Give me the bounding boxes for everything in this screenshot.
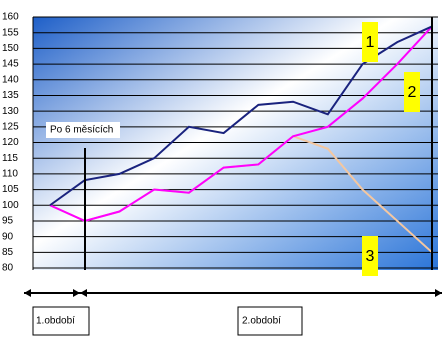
y-tick-label: 120 (2, 137, 19, 148)
annotation: 2 (408, 84, 417, 101)
y-tick-label: 140 (2, 74, 19, 85)
y-tick-label: 115 (2, 153, 18, 164)
y-tick-label: 160 (2, 12, 19, 23)
annotation: 3 (366, 248, 375, 265)
annotation: 1 (366, 34, 375, 51)
period-box (237, 306, 303, 336)
y-tick-label: 95 (2, 216, 14, 227)
y-tick-label: 125 (2, 121, 19, 132)
annotation-box (404, 72, 420, 112)
y-tick-label: 155 (2, 27, 19, 38)
annotation-box (362, 22, 378, 62)
y-tick-label: 130 (2, 106, 19, 117)
annotation: Po 6 měsících (50, 125, 113, 136)
period-label: 1.období (36, 316, 75, 327)
y-tick-label: 90 (2, 231, 14, 242)
y-tick-label: 105 (2, 184, 19, 195)
y-tick-label: 85 (2, 247, 14, 258)
period-box (32, 306, 90, 336)
y-tick-label: 80 (2, 263, 14, 274)
annotation-box (46, 122, 120, 138)
period-label: 2.období (242, 316, 281, 327)
y-tick-label: 110 (2, 169, 18, 180)
annotation-box (362, 236, 378, 276)
y-tick-label: 145 (2, 59, 19, 70)
series-line (49, 25, 433, 222)
y-tick-label: 135 (2, 90, 19, 101)
y-tick-label: 100 (2, 200, 19, 211)
y-tick-label: 150 (2, 43, 19, 54)
